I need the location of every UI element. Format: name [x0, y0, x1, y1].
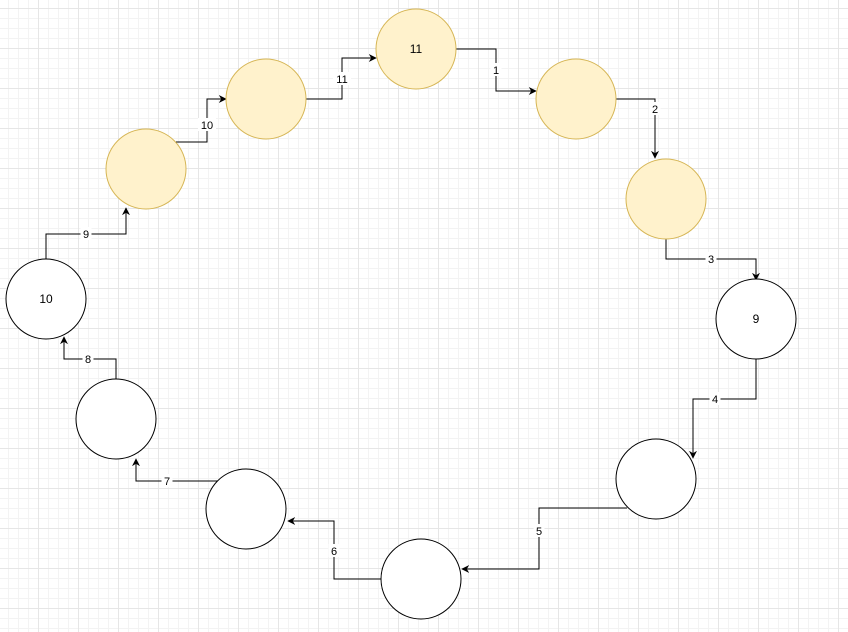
- node-n5[interactable]: [615, 438, 697, 520]
- edge-label-background: [533, 524, 545, 537]
- nodes-layer: 11 9 10: [5, 8, 797, 620]
- edge-line[interactable]: [132, 458, 218, 482]
- edge-label-background: [490, 63, 502, 76]
- edge-n6-to-n7[interactable]: 6: [287, 517, 381, 580]
- edge-n5-to-n6[interactable]: 5: [461, 507, 627, 573]
- edge-label-background: [709, 392, 721, 405]
- node-circle[interactable]: [615, 438, 697, 520]
- node-circle[interactable]: [75, 378, 157, 460]
- edge-label: 9: [83, 229, 89, 241]
- edge-label-background: [161, 474, 173, 487]
- node-n8[interactable]: [75, 378, 157, 460]
- highlighted-node-circle[interactable]: [225, 58, 307, 140]
- node-label: 10: [39, 292, 53, 306]
- edge-n11-to-n1[interactable]: 11: [306, 54, 377, 100]
- edge-label-background: [80, 227, 92, 240]
- edge-line[interactable]: [461, 507, 627, 573]
- node-n2[interactable]: [535, 58, 617, 140]
- node-circle[interactable]: [380, 538, 462, 620]
- edge-n3-to-n4[interactable]: 3: [665, 239, 760, 281]
- edge-label: 4: [712, 394, 718, 406]
- edge-n2-to-n3[interactable]: 2: [616, 98, 661, 159]
- edge-n4-to-n5[interactable]: 4: [689, 359, 757, 459]
- edge-n10-to-n11[interactable]: 10: [176, 95, 227, 143]
- node-n7[interactable]: [205, 468, 287, 550]
- node-n10[interactable]: [105, 128, 187, 210]
- edge-label: 6: [331, 546, 337, 558]
- edge-label: 7: [164, 476, 170, 488]
- edge-label: 2: [652, 104, 658, 116]
- node-n1[interactable]: 11: [375, 8, 457, 90]
- node-label: 9: [753, 312, 760, 326]
- node-n3[interactable]: [625, 158, 707, 240]
- node-circle[interactable]: [715, 278, 797, 360]
- node-n9[interactable]: 10: [5, 258, 87, 340]
- node-n4[interactable]: 9: [715, 278, 797, 360]
- node-label: 11: [410, 42, 423, 56]
- edge-label-background: [649, 102, 661, 115]
- highlighted-node-circle[interactable]: [375, 8, 457, 90]
- edge-label: 3: [708, 254, 714, 266]
- highlighted-node-circle[interactable]: [535, 58, 617, 140]
- edge-label-background: [198, 118, 216, 131]
- highlighted-node-circle[interactable]: [625, 158, 707, 240]
- edge-label-background: [333, 72, 351, 85]
- edge-label: 5: [536, 526, 542, 538]
- edge-label: 8: [85, 354, 91, 366]
- node-n6[interactable]: [380, 538, 462, 620]
- edge-n9-to-n10[interactable]: 9: [45, 207, 130, 259]
- highlighted-node-circle[interactable]: [105, 128, 187, 210]
- node-n11[interactable]: [225, 58, 307, 140]
- edge-label-background: [328, 544, 340, 557]
- edge-label: 1: [493, 65, 499, 77]
- edge-line[interactable]: [689, 359, 757, 459]
- node-circle[interactable]: [205, 468, 287, 550]
- edge-label-background: [705, 252, 717, 265]
- edge-line[interactable]: [616, 98, 659, 159]
- edge-n8-to-n9[interactable]: 8: [60, 336, 117, 379]
- edge-label: 11: [336, 74, 347, 86]
- edge-n7-to-n8[interactable]: 7: [132, 458, 218, 488]
- edge-label-background: [82, 352, 94, 365]
- edges-layer: 1 2 3 4 5 6 7 8 9 10 11: [45, 48, 760, 580]
- edge-label: 10: [201, 120, 213, 132]
- node-circle[interactable]: [5, 258, 87, 340]
- edge-n1-to-n2[interactable]: 1: [456, 48, 537, 95]
